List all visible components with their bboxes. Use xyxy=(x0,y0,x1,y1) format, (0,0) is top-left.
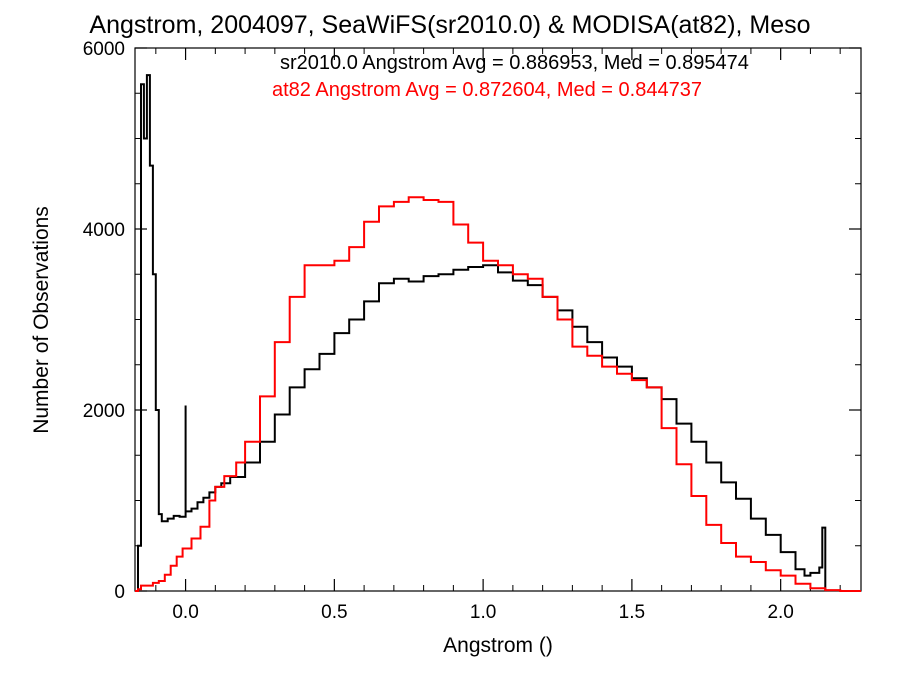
plot-frame xyxy=(134,47,862,592)
x-tick-label: 2.0 xyxy=(767,602,793,623)
legend-annotation-sr2010: sr2010.0 Angstrom Avg = 0.886953, Med = … xyxy=(280,52,749,74)
x-axis: 0.0 0.5 1.0 1.5 2.0 xyxy=(155,48,841,623)
y-axis: 0 2000 4000 6000 xyxy=(83,39,861,603)
series-line-sr2010 xyxy=(135,74,827,592)
y-tick-label: 6000 xyxy=(83,39,125,60)
y-tick-label: 4000 xyxy=(83,220,125,241)
x-tick-label: 0.0 xyxy=(172,602,198,623)
x-axis-label: Angstrom () xyxy=(443,634,553,657)
chart-title: Angstrom, 2004097, SeaWiFS(sr2010.0) & M… xyxy=(89,11,810,39)
x-tick-label: 0.5 xyxy=(321,602,347,623)
series-layer xyxy=(135,74,861,592)
y-tick-label: 2000 xyxy=(83,401,125,422)
legend-annotation-at82: at82 Angstrom Avg = 0.872604, Med = 0.84… xyxy=(272,79,702,101)
y-tick-label: 0 xyxy=(114,582,125,603)
series-line-at82 xyxy=(135,196,861,592)
x-tick-label: 1.0 xyxy=(470,602,496,623)
y-axis-label: Number of Observations xyxy=(30,206,53,434)
x-tick-label: 1.5 xyxy=(619,602,645,623)
